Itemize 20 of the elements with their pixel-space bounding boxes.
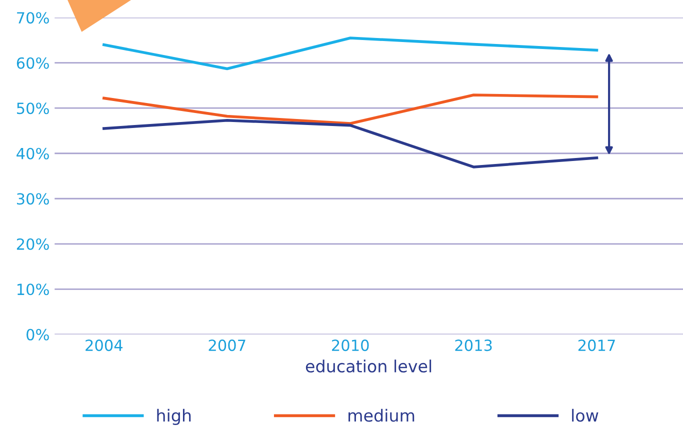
x-tick-label: 2013: [455, 340, 492, 352]
y-tick-label: 40%: [16, 148, 49, 160]
legend-label: high: [157, 408, 191, 425]
x-axis-title: education level: [306, 360, 432, 373]
y-tick-label: 30%: [16, 193, 49, 205]
y-tick-label: 50%: [17, 102, 49, 114]
y-tick-label: 0%: [26, 328, 49, 340]
x-tick-label: 2007: [208, 340, 246, 352]
line-series: [102, 118, 598, 168]
y-tick-label: 20%: [16, 238, 49, 250]
x-tick-label: 2004: [86, 340, 123, 352]
y-tick-label: 10%: [18, 284, 49, 296]
legend-label: medium: [348, 408, 414, 422]
x-tick-label: 2017: [578, 340, 615, 352]
y-tick-label: 60%: [16, 57, 49, 69]
legend-label: low: [572, 408, 598, 422]
x-tick-label: 2010: [332, 340, 369, 352]
line-series: [102, 36, 598, 70]
y-tick-label: 70%: [17, 12, 49, 24]
line-series: [102, 94, 598, 125]
